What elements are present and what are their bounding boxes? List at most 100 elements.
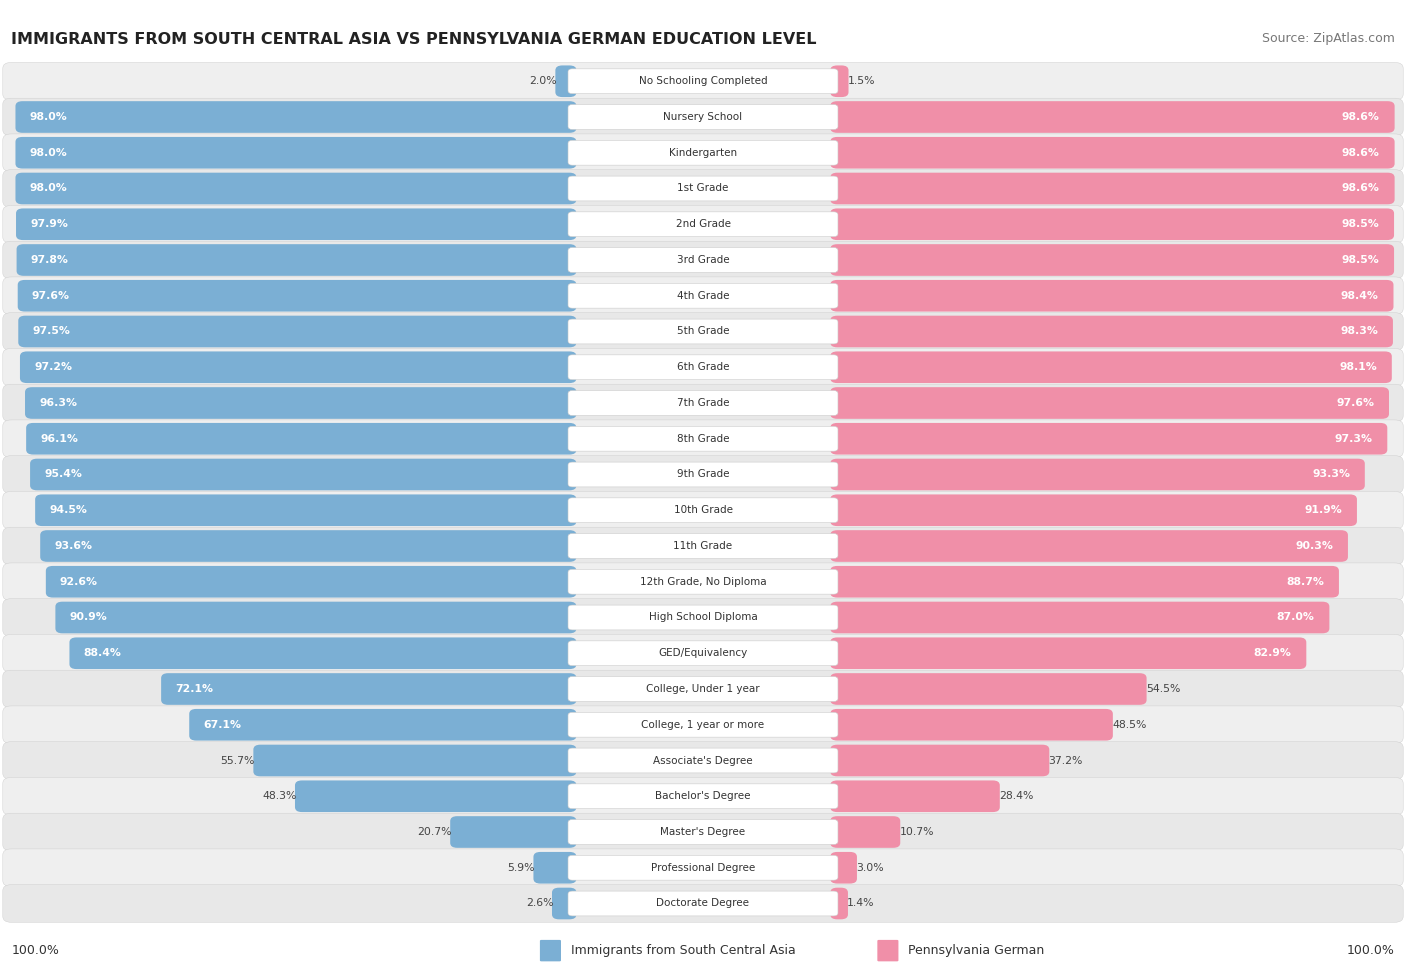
FancyBboxPatch shape bbox=[450, 816, 576, 848]
FancyBboxPatch shape bbox=[3, 599, 1403, 637]
Text: IMMIGRANTS FROM SOUTH CENTRAL ASIA VS PENNSYLVANIA GERMAN EDUCATION LEVEL: IMMIGRANTS FROM SOUTH CENTRAL ASIA VS PE… bbox=[11, 32, 817, 47]
FancyBboxPatch shape bbox=[69, 638, 576, 669]
Text: 1.5%: 1.5% bbox=[848, 76, 876, 86]
Text: 6th Grade: 6th Grade bbox=[676, 363, 730, 372]
FancyBboxPatch shape bbox=[25, 387, 576, 419]
FancyBboxPatch shape bbox=[568, 212, 838, 237]
FancyBboxPatch shape bbox=[3, 491, 1403, 529]
FancyBboxPatch shape bbox=[568, 605, 838, 630]
FancyBboxPatch shape bbox=[3, 563, 1403, 601]
FancyBboxPatch shape bbox=[568, 140, 838, 165]
Text: College, 1 year or more: College, 1 year or more bbox=[641, 720, 765, 729]
Text: 1.4%: 1.4% bbox=[848, 899, 875, 909]
FancyBboxPatch shape bbox=[830, 351, 1392, 383]
Text: Pennsylvania German: Pennsylvania German bbox=[908, 944, 1045, 957]
Text: 98.6%: 98.6% bbox=[1341, 183, 1379, 193]
Text: College, Under 1 year: College, Under 1 year bbox=[647, 684, 759, 694]
FancyBboxPatch shape bbox=[568, 248, 838, 272]
FancyBboxPatch shape bbox=[253, 745, 576, 776]
FancyBboxPatch shape bbox=[295, 780, 576, 812]
FancyBboxPatch shape bbox=[568, 533, 838, 559]
Text: 3.0%: 3.0% bbox=[856, 863, 884, 873]
Text: 90.9%: 90.9% bbox=[69, 612, 107, 622]
FancyBboxPatch shape bbox=[15, 136, 576, 169]
FancyBboxPatch shape bbox=[3, 813, 1403, 851]
Text: 87.0%: 87.0% bbox=[1277, 612, 1315, 622]
FancyBboxPatch shape bbox=[3, 884, 1403, 922]
FancyBboxPatch shape bbox=[3, 420, 1403, 457]
FancyBboxPatch shape bbox=[830, 244, 1395, 276]
FancyBboxPatch shape bbox=[568, 748, 838, 773]
Text: Bachelor's Degree: Bachelor's Degree bbox=[655, 792, 751, 801]
Text: Associate's Degree: Associate's Degree bbox=[654, 756, 752, 765]
FancyBboxPatch shape bbox=[568, 176, 838, 201]
FancyBboxPatch shape bbox=[830, 816, 900, 848]
FancyBboxPatch shape bbox=[3, 849, 1403, 886]
FancyBboxPatch shape bbox=[533, 852, 576, 883]
FancyBboxPatch shape bbox=[3, 134, 1403, 172]
Text: 97.8%: 97.8% bbox=[31, 255, 69, 265]
Text: 98.0%: 98.0% bbox=[30, 148, 67, 158]
FancyBboxPatch shape bbox=[830, 458, 1365, 490]
Text: 11th Grade: 11th Grade bbox=[673, 541, 733, 551]
FancyBboxPatch shape bbox=[27, 423, 576, 454]
Text: 95.4%: 95.4% bbox=[44, 470, 82, 480]
FancyBboxPatch shape bbox=[555, 65, 576, 98]
Text: Master's Degree: Master's Degree bbox=[661, 827, 745, 837]
Text: 8th Grade: 8th Grade bbox=[676, 434, 730, 444]
Text: 100.0%: 100.0% bbox=[1347, 944, 1395, 957]
Text: 28.4%: 28.4% bbox=[1000, 792, 1033, 801]
Text: 10.7%: 10.7% bbox=[900, 827, 934, 837]
Text: 96.1%: 96.1% bbox=[41, 434, 79, 444]
FancyBboxPatch shape bbox=[15, 101, 576, 133]
Text: 12th Grade, No Diploma: 12th Grade, No Diploma bbox=[640, 577, 766, 587]
Text: 98.6%: 98.6% bbox=[1341, 148, 1379, 158]
Text: 9th Grade: 9th Grade bbox=[676, 470, 730, 480]
Text: 67.1%: 67.1% bbox=[204, 720, 242, 729]
FancyBboxPatch shape bbox=[568, 677, 838, 701]
FancyBboxPatch shape bbox=[3, 206, 1403, 243]
Text: 7th Grade: 7th Grade bbox=[676, 398, 730, 408]
Text: 98.1%: 98.1% bbox=[1340, 363, 1376, 372]
FancyBboxPatch shape bbox=[3, 455, 1403, 493]
Text: 97.3%: 97.3% bbox=[1334, 434, 1372, 444]
FancyBboxPatch shape bbox=[3, 742, 1403, 779]
FancyBboxPatch shape bbox=[568, 391, 838, 415]
Text: No Schooling Completed: No Schooling Completed bbox=[638, 76, 768, 86]
Text: 97.2%: 97.2% bbox=[34, 363, 72, 372]
FancyBboxPatch shape bbox=[553, 887, 576, 919]
Text: 72.1%: 72.1% bbox=[176, 684, 214, 694]
Text: 93.3%: 93.3% bbox=[1312, 470, 1350, 480]
Text: 100.0%: 100.0% bbox=[11, 944, 59, 957]
Text: 3rd Grade: 3rd Grade bbox=[676, 255, 730, 265]
FancyBboxPatch shape bbox=[46, 566, 576, 598]
FancyBboxPatch shape bbox=[568, 104, 838, 130]
FancyBboxPatch shape bbox=[3, 384, 1403, 422]
FancyBboxPatch shape bbox=[55, 602, 576, 634]
FancyBboxPatch shape bbox=[568, 426, 838, 451]
FancyBboxPatch shape bbox=[568, 355, 838, 379]
Text: 2.6%: 2.6% bbox=[526, 899, 554, 909]
FancyBboxPatch shape bbox=[568, 462, 838, 487]
FancyBboxPatch shape bbox=[17, 244, 576, 276]
Text: 20.7%: 20.7% bbox=[418, 827, 451, 837]
FancyBboxPatch shape bbox=[830, 209, 1395, 240]
FancyBboxPatch shape bbox=[568, 820, 838, 844]
Text: 98.5%: 98.5% bbox=[1341, 219, 1379, 229]
FancyBboxPatch shape bbox=[540, 940, 561, 961]
FancyBboxPatch shape bbox=[568, 641, 838, 666]
FancyBboxPatch shape bbox=[830, 423, 1388, 454]
Text: 48.3%: 48.3% bbox=[262, 792, 297, 801]
Text: 97.5%: 97.5% bbox=[32, 327, 70, 336]
Text: 88.7%: 88.7% bbox=[1286, 577, 1324, 587]
FancyBboxPatch shape bbox=[568, 498, 838, 523]
FancyBboxPatch shape bbox=[3, 62, 1403, 100]
Text: 82.9%: 82.9% bbox=[1254, 648, 1292, 658]
FancyBboxPatch shape bbox=[3, 313, 1403, 350]
FancyBboxPatch shape bbox=[18, 316, 576, 347]
FancyBboxPatch shape bbox=[3, 527, 1403, 565]
FancyBboxPatch shape bbox=[20, 351, 576, 383]
Text: Doctorate Degree: Doctorate Degree bbox=[657, 899, 749, 909]
Text: 10th Grade: 10th Grade bbox=[673, 505, 733, 515]
FancyBboxPatch shape bbox=[568, 784, 838, 808]
